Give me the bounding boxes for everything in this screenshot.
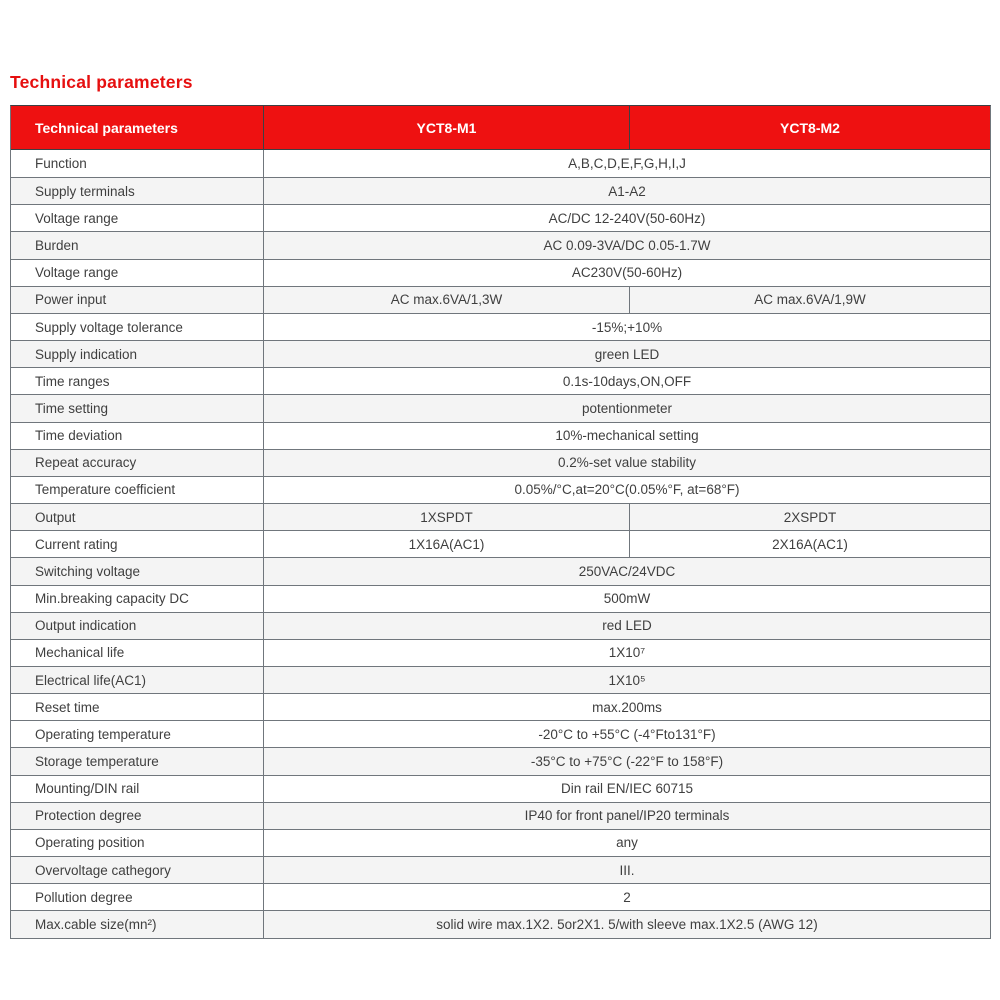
- param-value: 0.2%-set value stability: [263, 449, 990, 476]
- technical-parameters-table: Technical parameters YCT8-M1 YCT8-M2 Fun…: [10, 105, 991, 939]
- table-row: Electrical life(AC1) 1X10⁵: [11, 665, 990, 694]
- header-cell-yct8-m2: YCT8-M2: [629, 106, 990, 149]
- param-label: Mounting/DIN rail: [35, 781, 140, 797]
- param-label: Temperature coefficient: [35, 482, 176, 498]
- param-value-yct8-m2: 2XSPDT: [629, 504, 990, 531]
- param-value: III.: [263, 857, 990, 884]
- param-label: Switching voltage: [35, 563, 141, 579]
- param-label: Max.cable size(mn²): [35, 916, 157, 932]
- param-label: Output: [35, 509, 76, 525]
- param-value: 1X10⁷: [263, 639, 990, 666]
- param-value-yct8-m1: AC max.6VA/1,3W: [263, 286, 629, 313]
- param-value: 2: [263, 884, 990, 911]
- param-value: 1X10⁵: [263, 666, 990, 694]
- param-value: potentionmeter: [263, 395, 990, 422]
- param-value: AC230V(50-60Hz): [263, 259, 990, 286]
- param-value: 250VAC/24VDC: [263, 558, 990, 585]
- param-value: -15%;+10%: [263, 313, 990, 341]
- header-cell-parameters: Technical parameters: [35, 119, 178, 136]
- param-label: Supply voltage tolerance: [35, 319, 183, 335]
- param-value: green LED: [263, 341, 990, 368]
- param-label: Time setting: [35, 400, 109, 416]
- param-label: Power input: [35, 292, 107, 308]
- param-label: Current rating: [35, 536, 118, 552]
- param-value: 0.1s-10days,ON,OFF: [263, 368, 990, 395]
- table-row: Supply indication green LED: [11, 340, 990, 368]
- param-label: Overvoltage cathegory: [35, 862, 171, 878]
- param-value: AC/DC 12-240V(50-60Hz): [263, 205, 990, 232]
- table-row: Overvoltage cathegory III.: [11, 856, 990, 884]
- table-row: Pollution degree 2: [11, 883, 990, 911]
- table-row: Mounting/DIN rail Din rail EN/IEC 60715: [11, 774, 990, 802]
- param-value: AC 0.09-3VA/DC 0.05-1.7W: [263, 232, 990, 259]
- table-row: Storage temperature -35°C to +75°C (-22°…: [11, 747, 990, 775]
- table-row: Operating temperature -20°C to +55°C (-4…: [11, 720, 990, 748]
- param-label: Voltage range: [35, 210, 119, 226]
- header-cell-yct8-m1: YCT8-M1: [263, 106, 629, 149]
- param-label: Electrical life(AC1): [35, 672, 147, 688]
- param-label: Mechanical life: [35, 645, 125, 661]
- table-row: Min.breaking capacity DC 500mW: [11, 584, 990, 612]
- table-row: Time setting potentionmeter: [11, 394, 990, 422]
- param-label: Supply indication: [35, 346, 138, 362]
- table-row: Function A,B,C,D,E,F,G,H,I,J: [11, 150, 990, 178]
- table-row: Reset time max.200ms: [11, 693, 990, 721]
- param-label: Pollution degree: [35, 889, 133, 905]
- param-label: Operating position: [35, 835, 145, 851]
- table-row: Burden AC 0.09-3VA/DC 0.05-1.7W: [11, 231, 990, 259]
- table-row: Supply terminals A1-A2: [11, 177, 990, 205]
- param-value: 10%-mechanical setting: [263, 422, 990, 449]
- param-value: A,B,C,D,E,F,G,H,I,J: [263, 150, 990, 178]
- param-value: solid wire max.1X2. 5or2X1. 5/with sleev…: [263, 911, 990, 938]
- param-label: Storage temperature: [35, 754, 159, 770]
- table-row: Voltage range AC230V(50-60Hz): [11, 258, 990, 286]
- param-label: Min.breaking capacity DC: [35, 591, 189, 607]
- param-value: red LED: [263, 612, 990, 639]
- table-row: Supply voltage tolerance -15%;+10%: [11, 312, 990, 341]
- param-value: max.200ms: [263, 694, 990, 721]
- table-row: Operating position any: [11, 828, 990, 857]
- page-title: Technical parameters: [10, 72, 193, 92]
- table-row: Output indication red LED: [11, 611, 990, 639]
- param-value: Din rail EN/IEC 60715: [263, 775, 990, 802]
- param-value-yct8-m1: 1XSPDT: [263, 504, 629, 531]
- param-label: Repeat accuracy: [35, 455, 137, 471]
- table-row: Temperature coefficient 0.05%/°C,at=20°C…: [11, 475, 990, 504]
- table-row: Current rating 1X16A(AC1) 2X16A(AC1): [11, 530, 990, 558]
- param-label: Burden: [35, 238, 79, 254]
- table-row: Time ranges 0.1s-10days,ON,OFF: [11, 367, 990, 395]
- param-value: any: [263, 829, 990, 857]
- param-label: Output indication: [35, 618, 137, 634]
- param-value: -20°C to +55°C (-4°Fto131°F): [263, 721, 990, 748]
- table-row: Time deviation 10%-mechanical setting: [11, 421, 990, 449]
- table-row: Switching voltage 250VAC/24VDC: [11, 557, 990, 585]
- table-row: Max.cable size(mn²) solid wire max.1X2. …: [11, 910, 990, 938]
- table-row: Power input AC max.6VA/1,3W AC max.6VA/1,…: [11, 285, 990, 313]
- table-row: Repeat accuracy 0.2%-set value stability: [11, 448, 990, 476]
- param-value: A1-A2: [263, 178, 990, 205]
- table-row: Protection degree IP40 for front panel/I…: [11, 801, 990, 829]
- table-row: Mechanical life 1X10⁷: [11, 638, 990, 666]
- table-header-row: Technical parameters YCT8-M1 YCT8-M2: [11, 106, 990, 150]
- param-label: Reset time: [35, 699, 100, 715]
- table-body: Function A,B,C,D,E,F,G,H,I,J Supply term…: [11, 150, 990, 938]
- table-row: Output 1XSPDT 2XSPDT: [11, 503, 990, 531]
- param-label: Voltage range: [35, 265, 119, 281]
- param-value: IP40 for front panel/IP20 terminals: [263, 802, 990, 829]
- param-value-yct8-m2: 2X16A(AC1): [629, 531, 990, 558]
- param-value: 500mW: [263, 585, 990, 612]
- param-label: Time ranges: [35, 373, 110, 389]
- param-label: Supply terminals: [35, 183, 135, 199]
- param-value-yct8-m1: 1X16A(AC1): [263, 531, 629, 558]
- param-value: -35°C to +75°C (-22°F to 158°F): [263, 748, 990, 775]
- param-value: 0.05%/°C,at=20°C(0.05%°F, at=68°F): [263, 476, 990, 504]
- table-row: Voltage range AC/DC 12-240V(50-60Hz): [11, 204, 990, 232]
- param-label: Time deviation: [35, 428, 123, 444]
- param-label: Function: [35, 156, 87, 172]
- param-label: Operating temperature: [35, 726, 171, 742]
- param-value-yct8-m2: AC max.6VA/1,9W: [629, 286, 990, 313]
- param-label: Protection degree: [35, 808, 142, 824]
